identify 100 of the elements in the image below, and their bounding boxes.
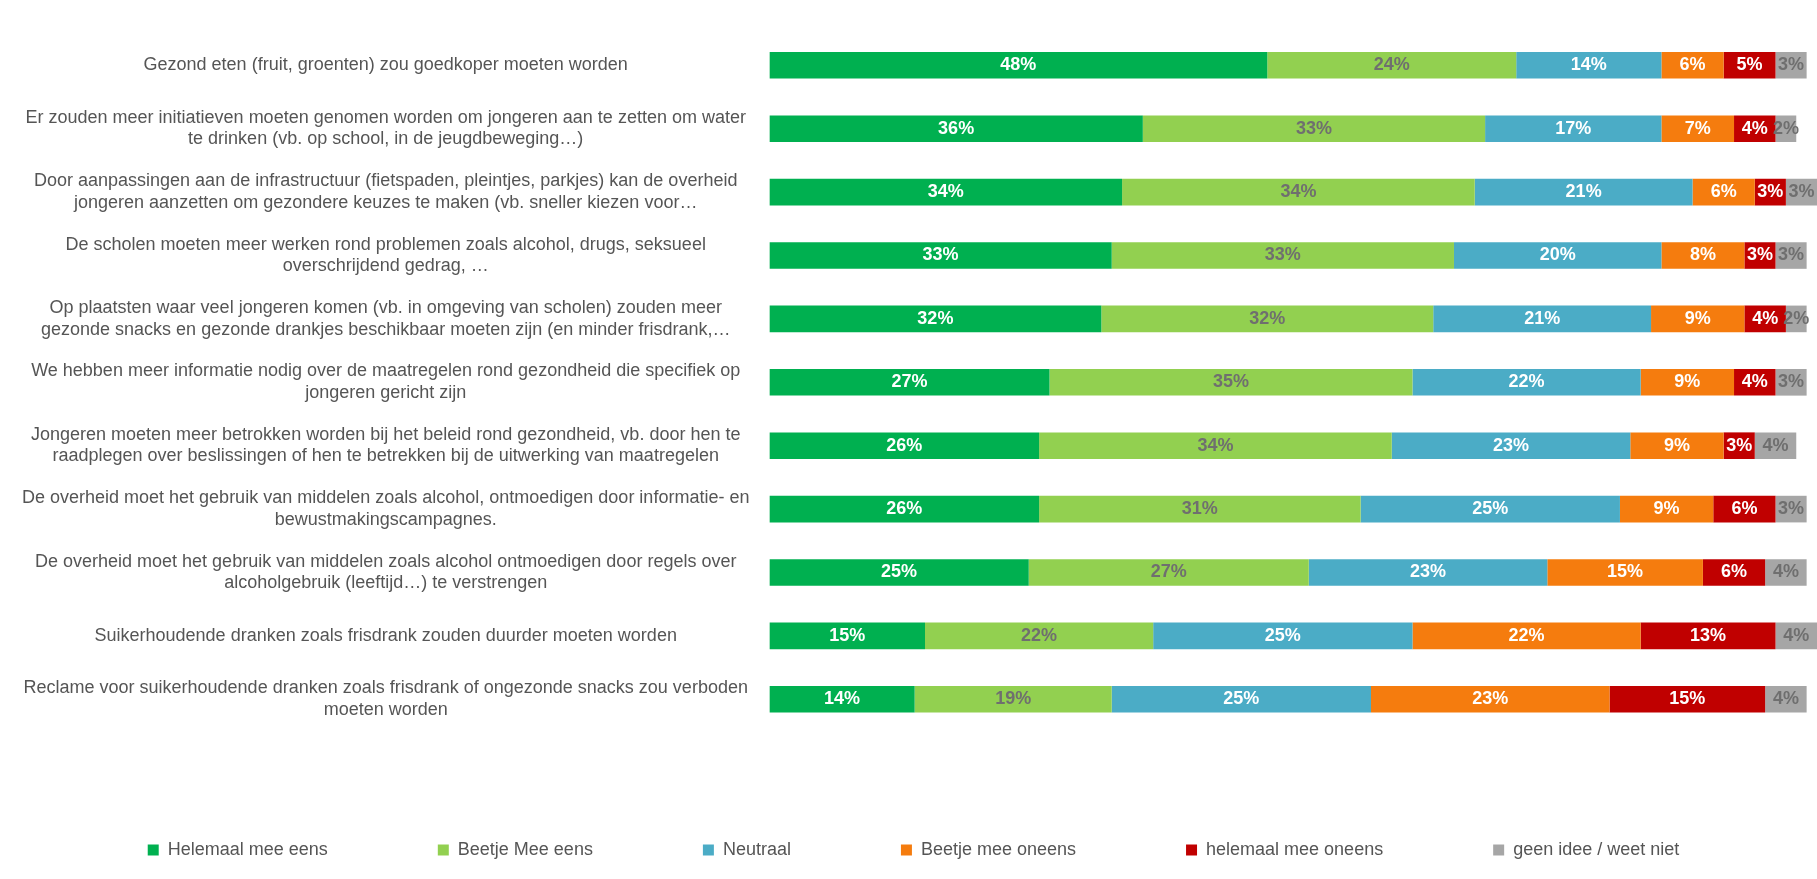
bar bbox=[769, 622, 926, 650]
bar bbox=[1153, 622, 1413, 650]
bar bbox=[1267, 51, 1517, 79]
data-label: 25% bbox=[881, 561, 918, 582]
data-label: 9% bbox=[1653, 498, 1680, 519]
bar bbox=[1412, 368, 1641, 396]
bar bbox=[769, 432, 1040, 460]
data-label: 17% bbox=[1555, 117, 1592, 138]
data-label: 19% bbox=[995, 688, 1032, 709]
data-label: 25% bbox=[1223, 688, 1260, 709]
data-label: 22% bbox=[1508, 371, 1545, 392]
bar bbox=[1609, 685, 1766, 713]
data-label: 26% bbox=[886, 498, 923, 519]
data-label: 6% bbox=[1731, 498, 1758, 519]
bar bbox=[1547, 559, 1703, 586]
bar bbox=[1391, 432, 1631, 460]
data-label: 20% bbox=[1539, 244, 1576, 265]
data-label: 22% bbox=[1021, 624, 1058, 645]
bar bbox=[1433, 305, 1652, 333]
bar bbox=[1661, 242, 1745, 269]
bar bbox=[769, 559, 1029, 586]
legend-label: Neutraal bbox=[722, 838, 791, 859]
data-label: 3% bbox=[1726, 434, 1753, 455]
data-label: 15% bbox=[829, 624, 866, 645]
data-label: 3% bbox=[1746, 244, 1773, 265]
data-label: 23% bbox=[1410, 561, 1447, 582]
bar bbox=[769, 51, 1268, 79]
y-tick-label: Er zouden meer initiatieven moeten genomen worden om jongeren aan te zetten om water te drinken (vb. op school, in de jeugdbeweging…) bbox=[25, 106, 746, 149]
legend-label: Helemaal mee eens bbox=[167, 838, 328, 859]
bar bbox=[1360, 495, 1620, 523]
y-tick-label: De scholen moeten meer werken rond problemen zoals alcohol, drugs, seksueel overschrijdend gedrag, … bbox=[65, 233, 706, 276]
data-label: 34% bbox=[1197, 434, 1234, 455]
data-label: 32% bbox=[917, 307, 954, 328]
data-label: 13% bbox=[1690, 624, 1727, 645]
data-label: 25% bbox=[1472, 498, 1509, 519]
data-label: 34% bbox=[1280, 181, 1317, 202]
bar bbox=[1516, 51, 1662, 79]
data-label: 24% bbox=[1373, 54, 1410, 75]
bar bbox=[1122, 178, 1475, 206]
data-label: 4% bbox=[1752, 307, 1779, 328]
bar bbox=[769, 178, 1123, 206]
data-label: 3% bbox=[1757, 181, 1784, 202]
y-tick-label: Reclame voor suikerhoudende dranken zoals frisdrank of ongezonde snacks zou verboden moeten worden bbox=[23, 677, 748, 720]
y-tick-label: De overheid moet het gebruik van middelen zoals alcohol, ontmoedigen door informatie- en bewustmakingscampagnes. bbox=[21, 487, 750, 529]
legend-label: helemaal mee oneens bbox=[1206, 838, 1384, 859]
bar bbox=[1049, 368, 1413, 396]
y-tick-label: Suikerhoudende dranken zoals frisdrank zouden duurder moeten worden bbox=[94, 624, 677, 645]
data-label: 6% bbox=[1710, 181, 1737, 202]
data-label: 21% bbox=[1524, 307, 1561, 328]
bar bbox=[1474, 178, 1693, 206]
data-label: 22% bbox=[1508, 624, 1545, 645]
data-label: 5% bbox=[1736, 54, 1763, 75]
data-label: 15% bbox=[1669, 688, 1706, 709]
legend-label: geen idee / weet niet bbox=[1513, 838, 1680, 859]
y-tick-label: Jongeren moeten meer betrokken worden bij het beleid rond gezondheid, vb. door hen te raadplegen over beslissingen of hen te betrekken bij de uitwerking van maatregelen bbox=[30, 423, 741, 466]
bar bbox=[1630, 432, 1724, 460]
bar bbox=[1412, 622, 1641, 650]
data-label: 35% bbox=[1212, 371, 1249, 392]
bar bbox=[1640, 622, 1776, 650]
data-label: 6% bbox=[1679, 54, 1706, 75]
data-label: 27% bbox=[891, 371, 928, 392]
data-label: 7% bbox=[1684, 117, 1711, 138]
data-label: 21% bbox=[1565, 181, 1602, 202]
data-label: 6% bbox=[1721, 561, 1748, 582]
data-label: 14% bbox=[1570, 54, 1607, 75]
bar bbox=[1485, 115, 1662, 143]
data-label: 8% bbox=[1689, 244, 1716, 265]
bar bbox=[1039, 495, 1361, 523]
y-tick-label: We hebben meer informatie nodig over de maatregelen rond gezondheid die specifiek op jongeren gericht zijn bbox=[31, 360, 741, 403]
bar bbox=[1371, 685, 1610, 713]
data-label: 33% bbox=[1295, 117, 1332, 138]
data-label: 4% bbox=[1741, 371, 1768, 392]
data-label: 33% bbox=[922, 244, 959, 265]
data-label: 9% bbox=[1663, 434, 1690, 455]
data-label: 34% bbox=[927, 181, 964, 202]
bar bbox=[769, 242, 1112, 269]
y-tick-label: Gezond eten (fruit, groenten) zou goedkoper moeten worden bbox=[143, 54, 628, 75]
bar bbox=[769, 685, 915, 713]
bar bbox=[925, 622, 1154, 650]
bar bbox=[1661, 115, 1735, 143]
bar bbox=[1028, 559, 1309, 586]
bar bbox=[769, 368, 1050, 396]
data-label: 27% bbox=[1150, 561, 1187, 582]
bar bbox=[1111, 242, 1454, 269]
y-tick-label: Door aanpassingen aan de infrastructuur (fietspaden, pleintjes, parkjes) kan de overheid jongeren aanzetten om gezondere keuzes te maken (vb. sneller kiezen voor… bbox=[33, 170, 738, 212]
data-label: 33% bbox=[1264, 244, 1301, 265]
y-tick-label: De overheid moet het gebruik van middelen zoals alcohol ontmoedigen door regels over alcoholgebruik (leeftijd…) te verstrengen bbox=[35, 550, 737, 593]
bar bbox=[769, 115, 1143, 143]
data-label: 23% bbox=[1472, 688, 1509, 709]
bar bbox=[1142, 115, 1486, 143]
data-label: 32% bbox=[1249, 307, 1286, 328]
bar bbox=[1308, 559, 1548, 586]
y-tick-label: Op plaatsten waar veel jongeren komen (vb. in omgeving van scholen) zouden meer gezonde snacks en gezonde drankjes beschikbaar moeten zijn (en minder frisdrank,… bbox=[41, 297, 731, 339]
data-label: 14% bbox=[824, 688, 861, 709]
bar bbox=[1640, 368, 1735, 396]
bar bbox=[769, 495, 1040, 523]
data-label: 36% bbox=[938, 117, 975, 138]
data-label: 9% bbox=[1684, 307, 1711, 328]
bar bbox=[914, 685, 1112, 713]
data-label: 4% bbox=[1741, 117, 1768, 138]
